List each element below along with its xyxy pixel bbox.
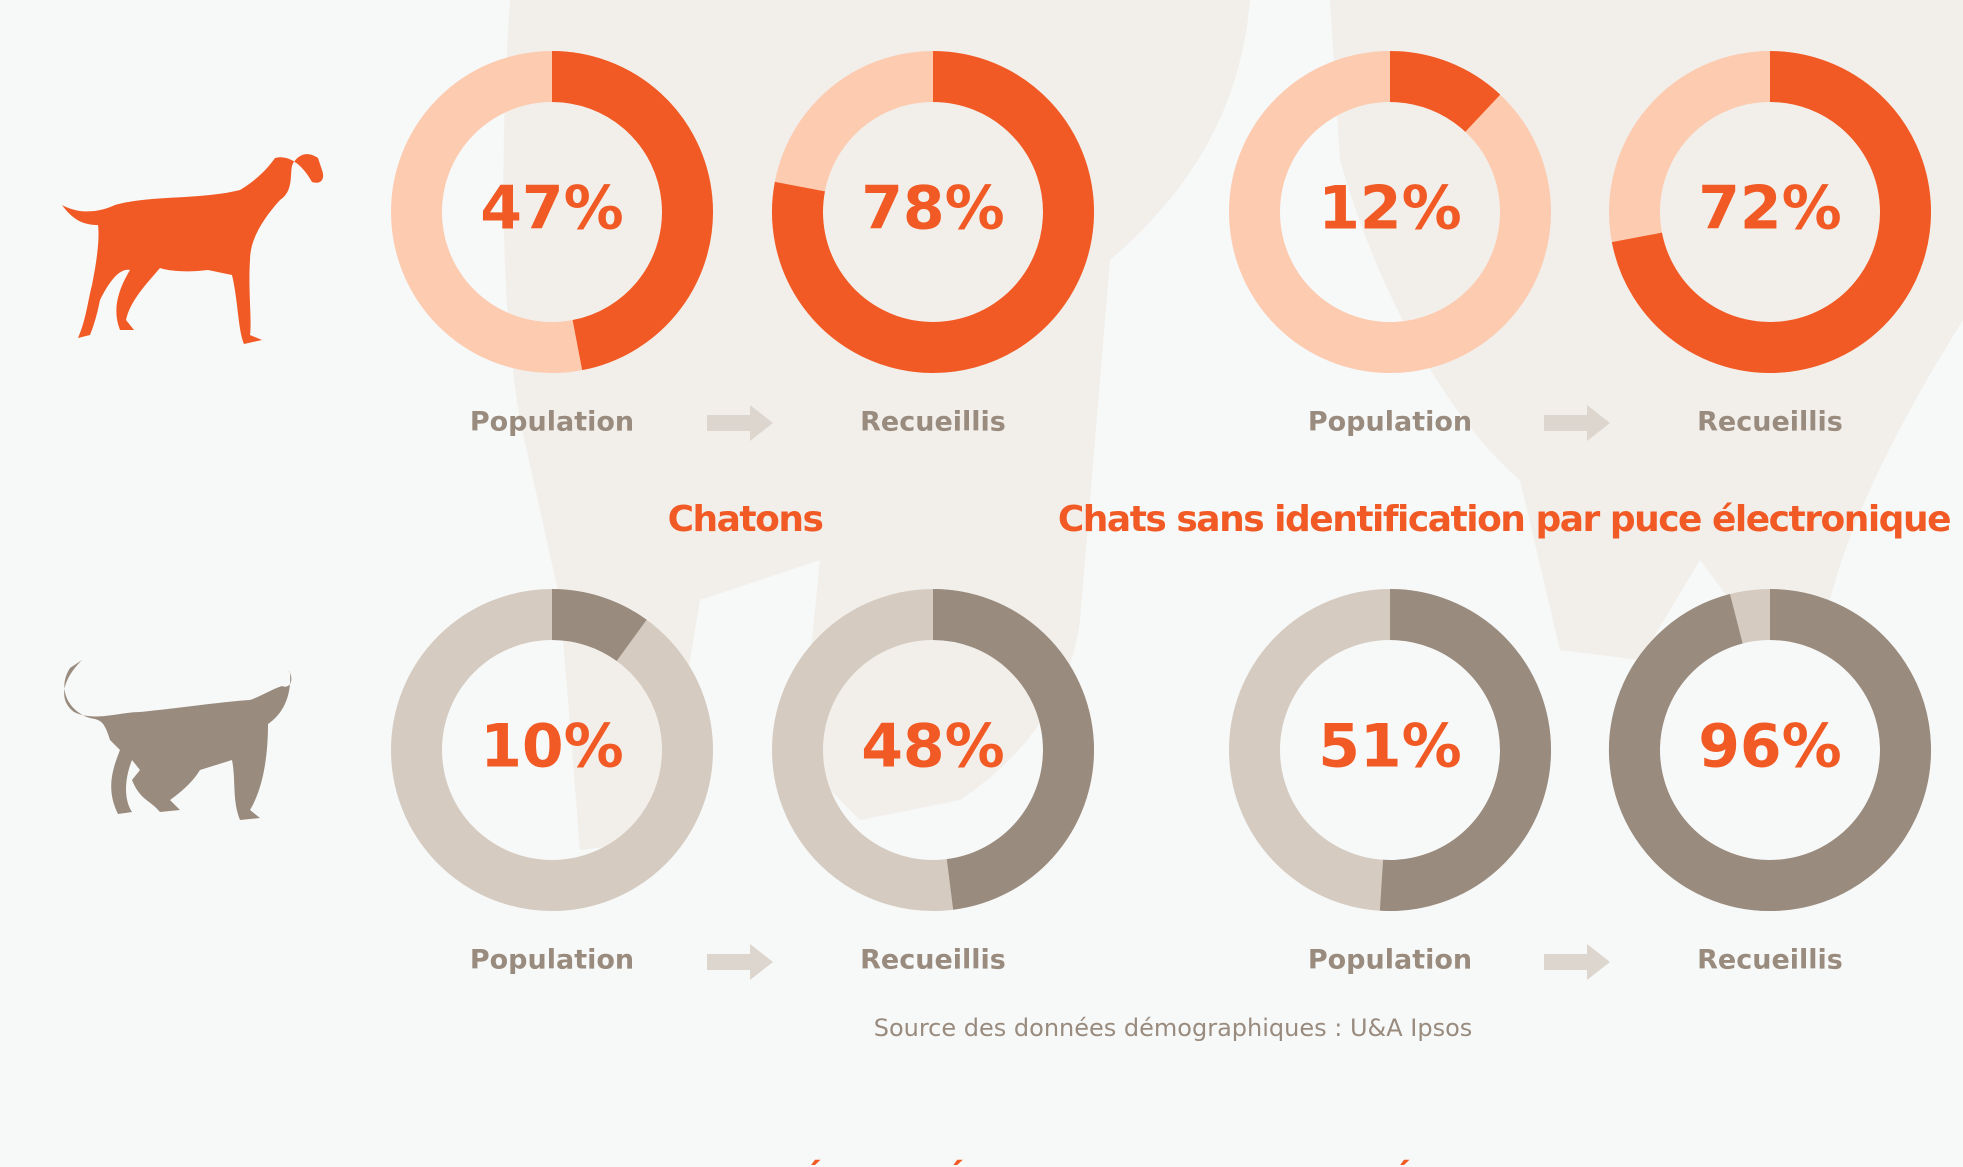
footer-heading: LES CHIENS ET LES CHATS NON STÉRILISÉS E… bbox=[28, 1159, 1446, 1167]
section-title: Chatons bbox=[668, 499, 823, 540]
donut-label: Recueillis bbox=[1697, 945, 1843, 976]
donut-label: Population bbox=[1308, 945, 1472, 976]
donut-label: Population bbox=[470, 407, 634, 438]
value-label: 96% bbox=[1698, 712, 1842, 782]
source-note: Source des données démographiques : U&A … bbox=[874, 1014, 1473, 1042]
section-title: Chats sans identification par puce élect… bbox=[1058, 499, 1950, 540]
value-label: 48% bbox=[861, 712, 1005, 782]
value-label: 51% bbox=[1318, 712, 1462, 782]
value-label: 12% bbox=[1318, 174, 1462, 244]
value-label: 72% bbox=[1698, 174, 1842, 244]
donut-label: Recueillis bbox=[860, 407, 1006, 438]
donut-segment bbox=[552, 615, 632, 641]
donut-label: Recueillis bbox=[1697, 407, 1843, 438]
value-label: 78% bbox=[861, 174, 1005, 244]
value-label: 10% bbox=[480, 712, 624, 782]
donut-label: Population bbox=[470, 945, 634, 976]
donut-label: Recueillis bbox=[860, 945, 1006, 976]
value-label: 47% bbox=[480, 174, 624, 244]
infographic: Chatons Chats sans identification par pu… bbox=[0, 0, 1963, 1167]
donut-label: Population bbox=[1308, 407, 1472, 438]
